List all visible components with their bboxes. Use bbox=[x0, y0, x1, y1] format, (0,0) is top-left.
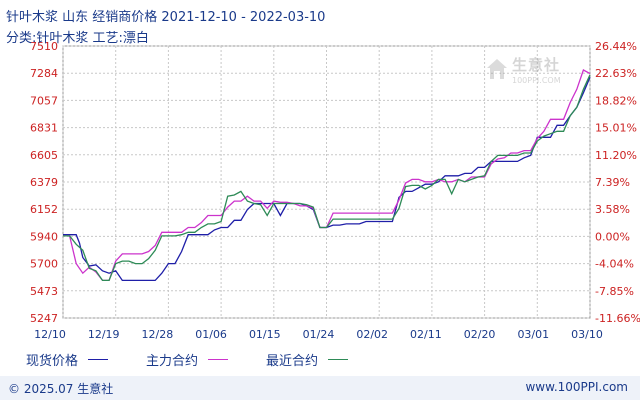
x-tick-label: 12/19 bbox=[88, 328, 120, 341]
y-right-tick-label: 11.20% bbox=[595, 149, 637, 162]
x-tick-label: 01/06 bbox=[195, 328, 227, 341]
chart-subtitle: 分类:针叶木浆 工艺:漂白 bbox=[6, 31, 149, 46]
legend-line-nearest-contract bbox=[328, 359, 349, 360]
y-left-tick-label: 5940 bbox=[30, 230, 58, 243]
x-tick-label: 03/10 bbox=[571, 328, 603, 341]
series-line-0 bbox=[63, 77, 591, 282]
y-left-tick-label: 5247 bbox=[30, 312, 58, 325]
y-left-tick-label: 7510 bbox=[30, 40, 58, 53]
watermark-logo: 生意社 100PPI.COM bbox=[482, 54, 578, 94]
legend-label-main-contract: 主力合约 bbox=[146, 354, 199, 369]
x-tick-label: 02/02 bbox=[356, 328, 388, 341]
house-logo-icon bbox=[487, 59, 507, 79]
legend-label-spot: 现货价格 bbox=[26, 354, 79, 369]
y-left-tick-label: 6831 bbox=[30, 122, 58, 135]
x-tick-label: 02/11 bbox=[410, 328, 442, 341]
y-right-tick-label: 18.82% bbox=[595, 94, 637, 107]
watermark-name: 生意社 bbox=[512, 56, 561, 74]
legend-line-spot bbox=[88, 359, 109, 360]
y-left-tick-label: 5473 bbox=[30, 285, 58, 298]
watermark-url: 100PPI.COM bbox=[512, 76, 561, 85]
y-left-tick-label: 6605 bbox=[30, 149, 58, 162]
y-left-tick-label: 6379 bbox=[30, 176, 58, 189]
y-right-tick-label: 3.58% bbox=[595, 203, 630, 216]
legend-line-main-contract bbox=[208, 359, 229, 360]
legend-label-nearest-contract: 最近合约 bbox=[266, 354, 319, 369]
y-right-tick-label: -4.04% bbox=[595, 258, 634, 271]
y-left-tick-label: 5700 bbox=[30, 258, 58, 271]
y-left-tick-label: 7057 bbox=[30, 94, 58, 107]
x-tick-label: 12/28 bbox=[142, 328, 174, 341]
footer-bar: © 2025.07 生意社 www.100PPI.com bbox=[0, 376, 640, 400]
x-tick-label: 02/20 bbox=[464, 328, 496, 341]
series-line-2 bbox=[63, 74, 591, 282]
y-right-tick-label: 26.44% bbox=[595, 40, 637, 53]
x-tick-label: 01/24 bbox=[303, 328, 335, 341]
y-right-tick-label: 15.01% bbox=[595, 122, 637, 135]
footer-copyright: © 2025.07 生意社 bbox=[8, 382, 114, 396]
y-right-tick-label: -11.66% bbox=[595, 312, 640, 325]
y-left-tick-label: 7284 bbox=[30, 67, 58, 80]
y-right-tick-label: 22.63% bbox=[595, 67, 637, 80]
x-tick-label: 12/10 bbox=[34, 328, 66, 341]
y-left-tick-label: 6152 bbox=[30, 203, 58, 216]
y-right-tick-label: 7.39% bbox=[595, 176, 630, 189]
chart-title: 针叶木浆 山东 经销商价格 2021-12-10 - 2022-03-10 bbox=[6, 10, 326, 25]
chart-legend: 现货价格 主力合约 最近合约 bbox=[26, 350, 386, 369]
x-tick-label: 01/15 bbox=[249, 328, 281, 341]
y-right-tick-label: -7.85% bbox=[595, 285, 634, 298]
footer-site-link[interactable]: www.100PPI.com bbox=[525, 380, 628, 394]
y-right-tick-label: 0.00% bbox=[595, 230, 630, 243]
x-tick-label: 03/01 bbox=[517, 328, 549, 341]
